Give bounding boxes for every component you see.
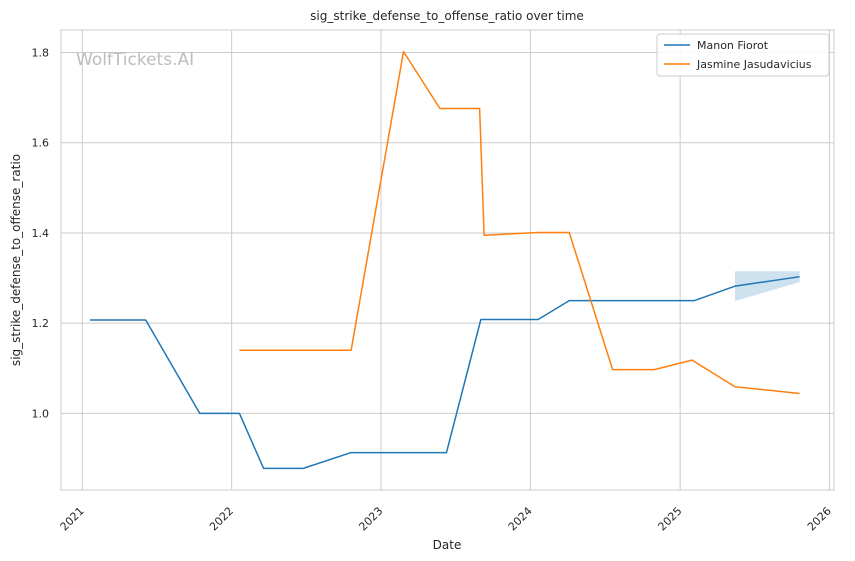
y-axis-label: sig_strike_defense_to_offense_ratio bbox=[9, 154, 23, 366]
y-tick-label: 1.0 bbox=[32, 407, 50, 420]
x-tick-label: 2023 bbox=[356, 504, 385, 533]
legend: Manon Fiorot Jasmine Jasudavicius bbox=[656, 33, 830, 77]
y-tick-label: 1.4 bbox=[32, 227, 50, 240]
y-tick-label: 1.6 bbox=[32, 137, 50, 150]
legend-label-manon-fiorot: Manon Fiorot bbox=[697, 39, 769, 52]
plot-frame bbox=[60, 29, 835, 491]
x-tick-label: 2025 bbox=[656, 504, 685, 533]
series-line-jasmine-jasudavicius bbox=[239, 50, 800, 395]
x-tick-label: 2022 bbox=[207, 504, 236, 533]
grid-lines bbox=[61, 30, 834, 490]
series-line-manon-fiorot bbox=[90, 275, 800, 470]
y-tick-label: 1.2 bbox=[32, 317, 50, 330]
legend-box bbox=[656, 33, 830, 77]
x-axis-label: Date bbox=[433, 538, 462, 552]
chart-title: sig_strike_defense_to_offense_ratio over… bbox=[310, 9, 584, 23]
axis-ticks: 2021 2022 2023 2024 2025 2026 1.0 1.2 1.4 1.6 1.8 bbox=[32, 47, 834, 534]
x-tick-label: 2026 bbox=[805, 504, 834, 533]
watermark: WolfTickets.AI bbox=[76, 50, 194, 70]
confidence-bands bbox=[734, 271, 800, 302]
x-tick-label: 2021 bbox=[58, 504, 87, 533]
x-tick-label: 2024 bbox=[506, 504, 535, 533]
y-tick-label: 1.8 bbox=[32, 47, 50, 60]
legend-label-jasmine-jasudavicius: Jasmine Jasudavicius bbox=[696, 58, 812, 71]
band-manon-fiorot bbox=[734, 271, 800, 302]
series-lines bbox=[90, 50, 800, 470]
